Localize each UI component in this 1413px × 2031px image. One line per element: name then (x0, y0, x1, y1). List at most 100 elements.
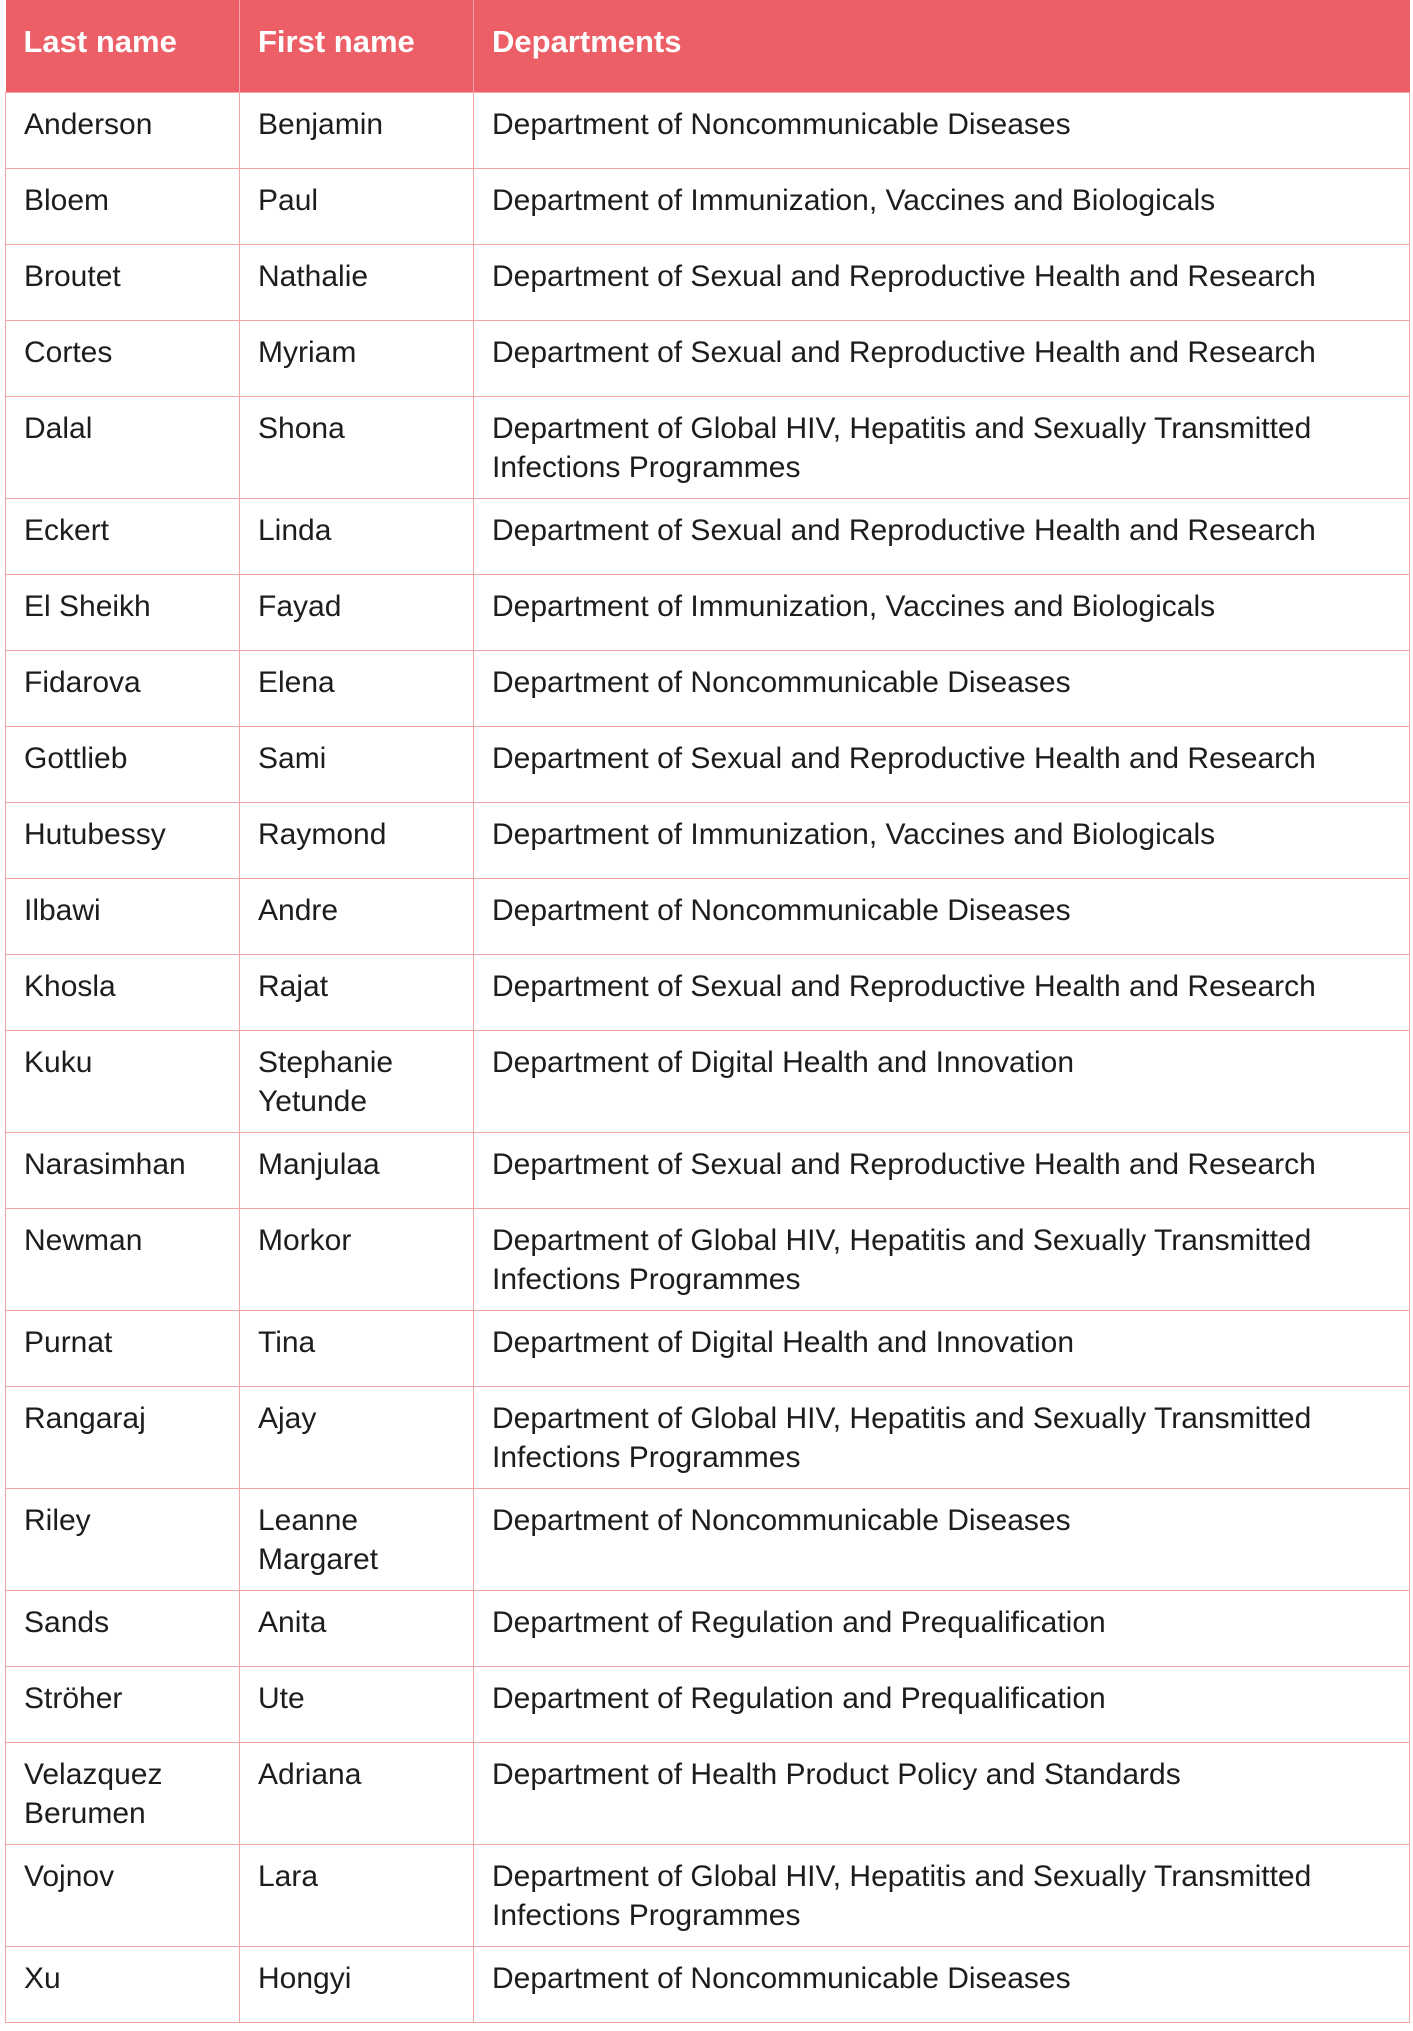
cell-last-name: Gottlieb (5, 725, 240, 803)
cell-last-name: Xu (5, 1945, 240, 2023)
cell-first-name: Leanne Margaret (239, 1487, 474, 1591)
table-row: Kuku Stephanie Yetunde Department of Digit… (5, 1029, 1410, 1133)
table-row: Hutubessy Raymond Department of Immunizati… (5, 801, 1410, 879)
cell-last-name: Narasimhan (5, 1131, 240, 1209)
cell-last-name: Velazquez Berumen (5, 1741, 240, 1845)
table-row: Xu Hongyi Department of Noncommunicable Di… (5, 1945, 1410, 2023)
cell-last-name: Ströher (5, 1665, 240, 1743)
cell-first-name: Rajat (239, 953, 474, 1031)
cell-department: Department of Global HIV, Hepatitis and … (473, 395, 1410, 499)
header-last-name: Last name (5, 0, 240, 92)
cell-first-name: Ajay (239, 1385, 474, 1489)
cell-last-name: Khosla (5, 953, 240, 1031)
table-row: Narasimhan Manjulaa Department of Sexual a… (5, 1131, 1410, 1209)
cell-last-name: Purnat (5, 1309, 240, 1387)
table-row: Fidarova Elena Department of Noncommunicab… (5, 649, 1410, 727)
table-row: Rangaraj Ajay Department of Global HIV, He… (5, 1385, 1410, 1489)
cell-last-name: Broutet (5, 243, 240, 321)
table-row: Anderson Benjamin Department of Noncommuni… (5, 91, 1410, 169)
cell-department: Department of Sexual and Reproductive He… (473, 319, 1410, 397)
table-row: Ilbawi Andre Department of Noncommunicable… (5, 877, 1410, 955)
cell-last-name: Kuku (5, 1029, 240, 1133)
cell-department: Department of Immunization, Vaccines and… (473, 573, 1410, 651)
cell-department: Department of Immunization, Vaccines and… (473, 167, 1410, 245)
table-row: Khosla Rajat Department of Sexual and Repr… (5, 953, 1410, 1031)
cell-first-name: Hongyi (239, 1945, 474, 2023)
cell-first-name: Tina (239, 1309, 474, 1387)
table-row: Eckert Linda Department of Sexual and Repr… (5, 497, 1410, 575)
cell-last-name: Eckert (5, 497, 240, 575)
cell-first-name: Linda (239, 497, 474, 575)
cell-department: Department of Sexual and Reproductive He… (473, 953, 1410, 1031)
cell-department: Department of Global HIV, Hepatitis and … (473, 1843, 1410, 1947)
table-row: Newman Morkor Department of Global HIV, He… (5, 1207, 1410, 1311)
cell-last-name: Newman (5, 1207, 240, 1311)
cell-department: Department of Noncommunicable Diseases (473, 1487, 1410, 1591)
table-row: El Sheikh Fayad Department of Immunization… (5, 573, 1410, 651)
cell-department: Department of Digital Health and Innovat… (473, 1029, 1410, 1133)
header-first-name: First name (239, 0, 474, 92)
cell-department: Department of Sexual and Reproductive He… (473, 725, 1410, 803)
table-row: Broutet Nathalie Department of Sexual and … (5, 243, 1410, 321)
table-row: Purnat Tina Department of Digital Health a… (5, 1309, 1410, 1387)
cell-department: Department of Immunization, Vaccines and… (473, 801, 1410, 879)
cell-last-name: Dalal (5, 395, 240, 499)
header-row: Last name First name Departments (5, 0, 1410, 92)
cell-last-name: Cortes (5, 319, 240, 397)
cell-department: Department of Global HIV, Hepatitis and … (473, 1385, 1410, 1489)
cell-first-name: Manjulaa (239, 1131, 474, 1209)
table-row: Dalal Shona Department of Global HIV, Hepa… (5, 395, 1410, 499)
table-row: Sands Anita Department of Regulation and P… (5, 1589, 1410, 1667)
cell-last-name: El Sheikh (5, 573, 240, 651)
cell-department: Department of Health Product Policy and … (473, 1741, 1410, 1845)
cell-department: Department of Regulation and Prequalific… (473, 1665, 1410, 1743)
cell-last-name: Riley (5, 1487, 240, 1591)
table-row: Cortes Myriam Department of Sexual and Rep… (5, 319, 1410, 397)
cell-first-name: Stephanie Yetunde (239, 1029, 474, 1133)
cell-first-name: Paul (239, 167, 474, 245)
cell-department: Department of Sexual and Reproductive He… (473, 243, 1410, 321)
cell-department: Department of Sexual and Reproductive He… (473, 1131, 1410, 1209)
cell-first-name: Morkor (239, 1207, 474, 1311)
cell-department: Department of Regulation and Prequalific… (473, 1589, 1410, 1667)
table-body: Anderson Benjamin Department of Noncommuni… (5, 91, 1410, 2023)
cell-department: Department of Noncommunicable Diseases (473, 91, 1410, 169)
cell-first-name: Elena (239, 649, 474, 727)
table-header: Last name First name Departments (5, 0, 1410, 92)
header-departments: Departments (473, 0, 1410, 92)
cell-last-name: Bloem (5, 167, 240, 245)
table-row: Gottlieb Sami Department of Sexual and Rep… (5, 725, 1410, 803)
cell-department: Department of Sexual and Reproductive He… (473, 497, 1410, 575)
cell-first-name: Ute (239, 1665, 474, 1743)
table-row: Bloem Paul Department of Immunization, Vac… (5, 167, 1410, 245)
cell-last-name: Sands (5, 1589, 240, 1667)
table-row: Velazquez Berumen Adriana Department of He… (5, 1741, 1410, 1845)
cell-last-name: Hutubessy (5, 801, 240, 879)
table-row: Ströher Ute Department of Regulation and P… (5, 1665, 1410, 1743)
cell-first-name: Nathalie (239, 243, 474, 321)
cell-last-name: Vojnov (5, 1843, 240, 1947)
cell-department: Department of Noncommunicable Diseases (473, 1945, 1410, 2023)
cell-first-name: Sami (239, 725, 474, 803)
table-row: Vojnov Lara Department of Global HIV, Hepa… (5, 1843, 1410, 1947)
cell-last-name: Anderson (5, 91, 240, 169)
table-row: Riley Leanne Margaret Department of Noncom… (5, 1487, 1410, 1591)
cell-first-name: Benjamin (239, 91, 474, 169)
cell-last-name: Fidarova (5, 649, 240, 727)
cell-department: Department of Noncommunicable Diseases (473, 649, 1410, 727)
cell-first-name: Myriam (239, 319, 474, 397)
cell-first-name: Lara (239, 1843, 474, 1947)
cell-first-name: Fayad (239, 573, 474, 651)
cell-department: Department of Digital Health and Innovat… (473, 1309, 1410, 1387)
cell-last-name: Ilbawi (5, 877, 240, 955)
contributors-table: Last name First name Departments Anderso… (5, 0, 1410, 2023)
cell-first-name: Andre (239, 877, 474, 955)
cell-last-name: Rangaraj (5, 1385, 240, 1489)
cell-department: Department of Noncommunicable Diseases (473, 877, 1410, 955)
cell-first-name: Shona (239, 395, 474, 499)
cell-first-name: Anita (239, 1589, 474, 1667)
cell-first-name: Raymond (239, 801, 474, 879)
cell-department: Department of Global HIV, Hepatitis and … (473, 1207, 1410, 1311)
cell-first-name: Adriana (239, 1741, 474, 1845)
